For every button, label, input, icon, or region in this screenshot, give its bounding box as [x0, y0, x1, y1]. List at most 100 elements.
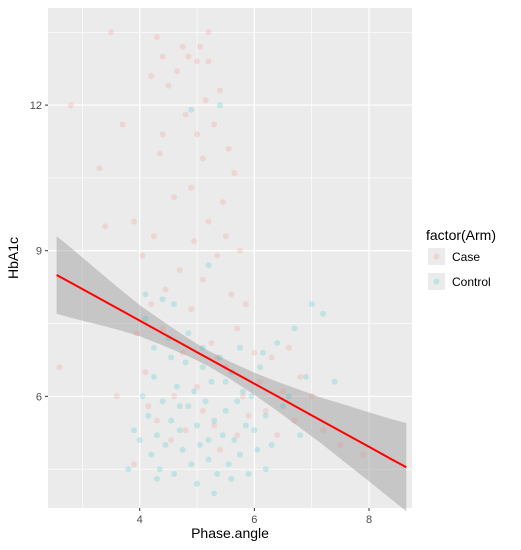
point-case: [179, 349, 186, 356]
point-control: [217, 354, 223, 361]
point-control: [176, 427, 183, 434]
point-case: [176, 267, 183, 274]
point-case: [159, 53, 166, 60]
legend-label-control: Control: [452, 275, 491, 289]
point-control: [151, 344, 157, 351]
point-case: [320, 427, 327, 434]
point-control: [219, 432, 226, 439]
point-control: [196, 441, 203, 448]
point-case: [108, 29, 115, 36]
point-case: [211, 422, 218, 429]
point-case: [251, 349, 258, 356]
point-case: [214, 252, 221, 259]
point-control: [156, 466, 163, 473]
point-control: [142, 315, 149, 322]
point-case: [285, 344, 292, 351]
point-case: [171, 393, 178, 400]
point-case: [245, 412, 252, 419]
legend-marker-control: [433, 278, 440, 285]
point-control: [285, 393, 292, 400]
point-control: [211, 417, 218, 424]
point-case: [148, 301, 155, 308]
data-points: [56, 29, 367, 497]
point-case: [268, 354, 275, 361]
y-axis-title: HbA1c: [5, 237, 21, 279]
point-control: [211, 490, 218, 497]
point-control: [320, 310, 327, 317]
point-control: [194, 422, 200, 429]
point-control: [308, 301, 315, 308]
point-case: [162, 286, 169, 293]
point-control: [202, 398, 209, 405]
point-control: [199, 364, 206, 371]
point-control: [145, 412, 152, 419]
point-control: [188, 461, 195, 468]
point-case: [308, 393, 315, 400]
point-control: [280, 403, 286, 410]
point-case: [159, 325, 166, 332]
point-case: [142, 369, 149, 376]
point-case: [191, 238, 198, 244]
point-control: [237, 451, 243, 458]
point-control: [222, 378, 229, 385]
point-case: [67, 102, 74, 109]
point-control: [257, 364, 264, 371]
y-tick-label: 6: [36, 391, 42, 403]
point-control: [185, 403, 192, 410]
point-control: [136, 437, 143, 443]
point-case: [159, 131, 166, 138]
x-tick-label: 4: [137, 514, 143, 526]
point-control: [214, 471, 221, 477]
point-case: [228, 291, 235, 298]
point-control: [151, 373, 157, 380]
point-case: [194, 58, 200, 65]
point-case: [179, 43, 186, 50]
confidence-band-area: [56, 236, 407, 512]
point-control: [260, 349, 266, 356]
point-control: [248, 393, 255, 400]
x-axis-ticks: 4 6 8: [137, 508, 372, 526]
point-control: [274, 340, 281, 346]
point-case: [156, 150, 163, 157]
point-control: [297, 432, 304, 439]
point-case: [360, 451, 367, 458]
point-case: [131, 218, 137, 225]
y-tick-label: 9: [36, 246, 42, 258]
point-control: [303, 373, 309, 380]
point-case: [153, 34, 160, 41]
point-case: [199, 155, 206, 162]
point-case: [188, 306, 195, 312]
point-control: [153, 475, 160, 482]
legend: factor(Arm) Case Control: [426, 227, 496, 290]
point-case: [234, 432, 241, 439]
point-control: [171, 471, 178, 477]
legend-key-control: [428, 273, 445, 290]
point-control: [194, 480, 200, 487]
point-control: [225, 461, 232, 468]
point-case: [168, 437, 175, 443]
regression-line: [56, 274, 407, 469]
point-control: [153, 432, 160, 439]
point-case: [148, 73, 155, 79]
point-control: [205, 456, 212, 463]
trend-line: [56, 274, 407, 469]
point-case: [182, 427, 189, 434]
point-control: [199, 344, 206, 351]
point-control: [205, 262, 212, 269]
point-case: [205, 218, 212, 225]
point-case: [139, 252, 146, 259]
legend-marker-case: [433, 253, 440, 260]
point-control: [162, 441, 169, 448]
point-case: [211, 121, 218, 128]
point-case: [291, 417, 298, 424]
point-case: [153, 417, 160, 424]
point-control: [142, 291, 149, 298]
point-control: [179, 446, 186, 453]
point-case: [205, 29, 212, 36]
point-control: [148, 451, 155, 458]
point-case: [234, 325, 241, 332]
point-case: [219, 199, 226, 206]
point-control: [159, 398, 166, 405]
point-case: [199, 407, 206, 414]
